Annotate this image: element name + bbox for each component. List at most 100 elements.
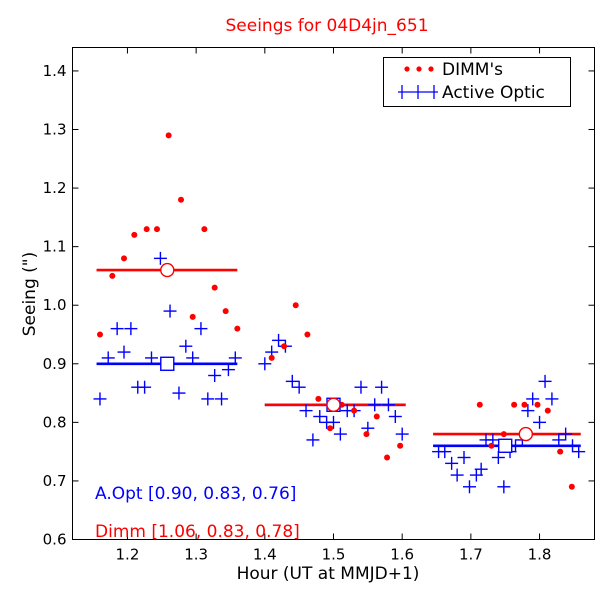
dimm-mean-marker bbox=[518, 426, 534, 442]
aopt-point bbox=[552, 433, 566, 447]
y-tick-label: 1.4 bbox=[43, 62, 67, 80]
aopt-point bbox=[545, 392, 559, 406]
legend-aopt-marker bbox=[398, 85, 438, 99]
aopt-point bbox=[285, 374, 299, 388]
aopt-point bbox=[395, 427, 409, 441]
y-tick-label: 0.7 bbox=[43, 472, 67, 490]
dimm-point bbox=[153, 226, 160, 233]
aopt-point bbox=[354, 380, 368, 394]
y-tick-label: 0.6 bbox=[43, 531, 67, 549]
dimm-point bbox=[373, 413, 380, 420]
y-tick-label: 0.8 bbox=[43, 413, 67, 431]
aopt-point bbox=[221, 363, 235, 377]
aopt-point bbox=[179, 339, 193, 353]
aopt-point bbox=[457, 451, 471, 464]
active-optic-points bbox=[93, 251, 586, 494]
aopt-point bbox=[93, 392, 107, 406]
dimm-point bbox=[304, 331, 311, 338]
dimm-point bbox=[476, 401, 483, 408]
dimm-point bbox=[327, 425, 334, 432]
dimm-point bbox=[315, 395, 322, 402]
dimm-point bbox=[211, 284, 218, 291]
x-tick-label: 1.7 bbox=[459, 546, 483, 564]
y-tick-label: 1.3 bbox=[43, 121, 67, 139]
aopt-point bbox=[153, 251, 167, 265]
dimm-point bbox=[96, 331, 103, 338]
dimm-point bbox=[121, 255, 128, 262]
legend-dimm-marker bbox=[416, 66, 422, 72]
aopt-point bbox=[533, 415, 547, 429]
x-tick-label: 1.4 bbox=[253, 546, 277, 564]
aopt-point bbox=[306, 433, 320, 447]
mean-markers bbox=[160, 262, 534, 453]
dimm-point bbox=[109, 272, 116, 279]
aopt-point bbox=[163, 304, 177, 318]
dimm-mean-marker bbox=[160, 262, 175, 278]
y-tick-label: 1.0 bbox=[43, 296, 67, 314]
aopt-point bbox=[375, 380, 389, 394]
dimm-point bbox=[268, 354, 275, 361]
aopt-point bbox=[194, 322, 208, 336]
aopt-mean-marker bbox=[160, 356, 175, 371]
aopt-point bbox=[521, 404, 535, 418]
dimm-point bbox=[189, 313, 196, 320]
y-tick-label: 0.9 bbox=[43, 355, 67, 373]
legend: DIMM's Active Optic bbox=[383, 57, 571, 107]
aopt-point bbox=[258, 357, 272, 371]
dimm-point bbox=[557, 448, 564, 455]
dimm-point bbox=[397, 442, 404, 449]
aopt-point bbox=[138, 380, 152, 394]
aopt-point bbox=[201, 392, 215, 406]
aopt-point bbox=[110, 322, 124, 336]
chart-title: Seeings for 04D4jn_651 bbox=[225, 16, 428, 36]
aopt-point bbox=[144, 351, 158, 365]
aopt-point bbox=[445, 456, 459, 470]
aopt-point bbox=[572, 445, 586, 459]
aopt-point bbox=[559, 427, 573, 441]
axis-ticks: 1.2 1.3 1.4 1.5 1.6 1.7 1.8 0.6 0.7 0.8 0.9 1.0 1.1 1… bbox=[43, 47, 595, 564]
aopt-point bbox=[497, 480, 511, 494]
dimm-point bbox=[544, 407, 551, 414]
y-axis-label: Seeing (") bbox=[20, 252, 40, 337]
legend-aopt-label: Active Optic bbox=[442, 83, 545, 103]
aopt-point bbox=[292, 380, 306, 394]
plot-area bbox=[72, 47, 595, 540]
legend-dimm-marker bbox=[428, 66, 434, 72]
x-tick-label: 1.6 bbox=[390, 546, 414, 564]
dimm-point bbox=[131, 231, 138, 238]
aopt-point bbox=[526, 392, 540, 406]
x-tick-label: 1.8 bbox=[528, 546, 552, 564]
dimm-point bbox=[292, 302, 299, 309]
aopt-point bbox=[299, 404, 313, 418]
dimm-summary-label: Dimm [1.06, 0.83, 0.78] bbox=[95, 522, 300, 542]
dimm-point bbox=[568, 483, 575, 490]
y-tick-label: 1.1 bbox=[43, 238, 67, 256]
dimm-mean-marker bbox=[326, 397, 341, 412]
aopt-point bbox=[491, 451, 505, 464]
dimm-point bbox=[488, 442, 495, 449]
aopt-point bbox=[538, 374, 552, 388]
aopt-point bbox=[101, 351, 115, 365]
x-tick-label: 1.2 bbox=[116, 546, 140, 564]
aopt-point bbox=[388, 410, 402, 423]
aopt-point bbox=[474, 462, 488, 476]
aopt-point bbox=[450, 468, 464, 482]
dimm-point bbox=[143, 226, 150, 233]
legend-box bbox=[383, 57, 571, 107]
dimm-point bbox=[511, 401, 518, 408]
dimm-point bbox=[500, 431, 507, 438]
dimm-point bbox=[222, 308, 229, 315]
aopt-point bbox=[272, 333, 286, 347]
legend-dimm-marker bbox=[404, 66, 410, 72]
dimm-point bbox=[363, 431, 370, 438]
y-tick-label: 1.2 bbox=[43, 179, 67, 197]
aopt-summary-label: A.Opt [0.90, 0.83, 0.76] bbox=[95, 484, 296, 504]
aopt-point bbox=[228, 351, 242, 365]
aopt-point bbox=[381, 398, 395, 412]
aopt-point bbox=[327, 415, 340, 429]
dimm-points bbox=[96, 132, 575, 490]
dimm-point bbox=[384, 454, 391, 461]
aopt-point bbox=[462, 480, 476, 494]
dimm-point bbox=[351, 407, 358, 414]
